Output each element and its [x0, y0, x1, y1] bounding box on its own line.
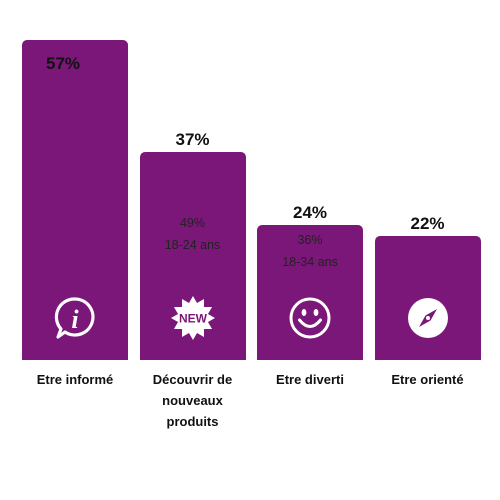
category-label-2-line-2: nouveaux [162, 393, 223, 408]
compass-icon [405, 295, 451, 341]
smiley-icon [287, 295, 333, 341]
info-glyph: i [71, 305, 79, 334]
value-label-3: 24% [292, 203, 328, 223]
info-icon: i [52, 295, 98, 341]
new-badge-text: NEW [179, 312, 208, 326]
category-label-3: Etre diverti [276, 372, 344, 387]
annotation-value-3: 36% [297, 233, 323, 248]
category-label-4: Etre orienté [391, 372, 464, 387]
category-label-2-line-1: Découvrir de [152, 372, 233, 387]
value-label-1: 57% [45, 54, 81, 73]
category-label-1: Etre informé [36, 372, 114, 387]
bar-1 [22, 40, 128, 360]
category-label-2-line-3: produits [166, 414, 219, 429]
value-label-4: 22% [410, 214, 445, 234]
value-label-2: 37% [175, 130, 210, 150]
new-badge-icon: NEW [170, 295, 216, 341]
annotation-label-3: 18-34 ans [282, 255, 338, 270]
annotation-label-2: 18-24 ans [164, 238, 221, 253]
annotation-value-2: 49% [179, 216, 206, 231]
